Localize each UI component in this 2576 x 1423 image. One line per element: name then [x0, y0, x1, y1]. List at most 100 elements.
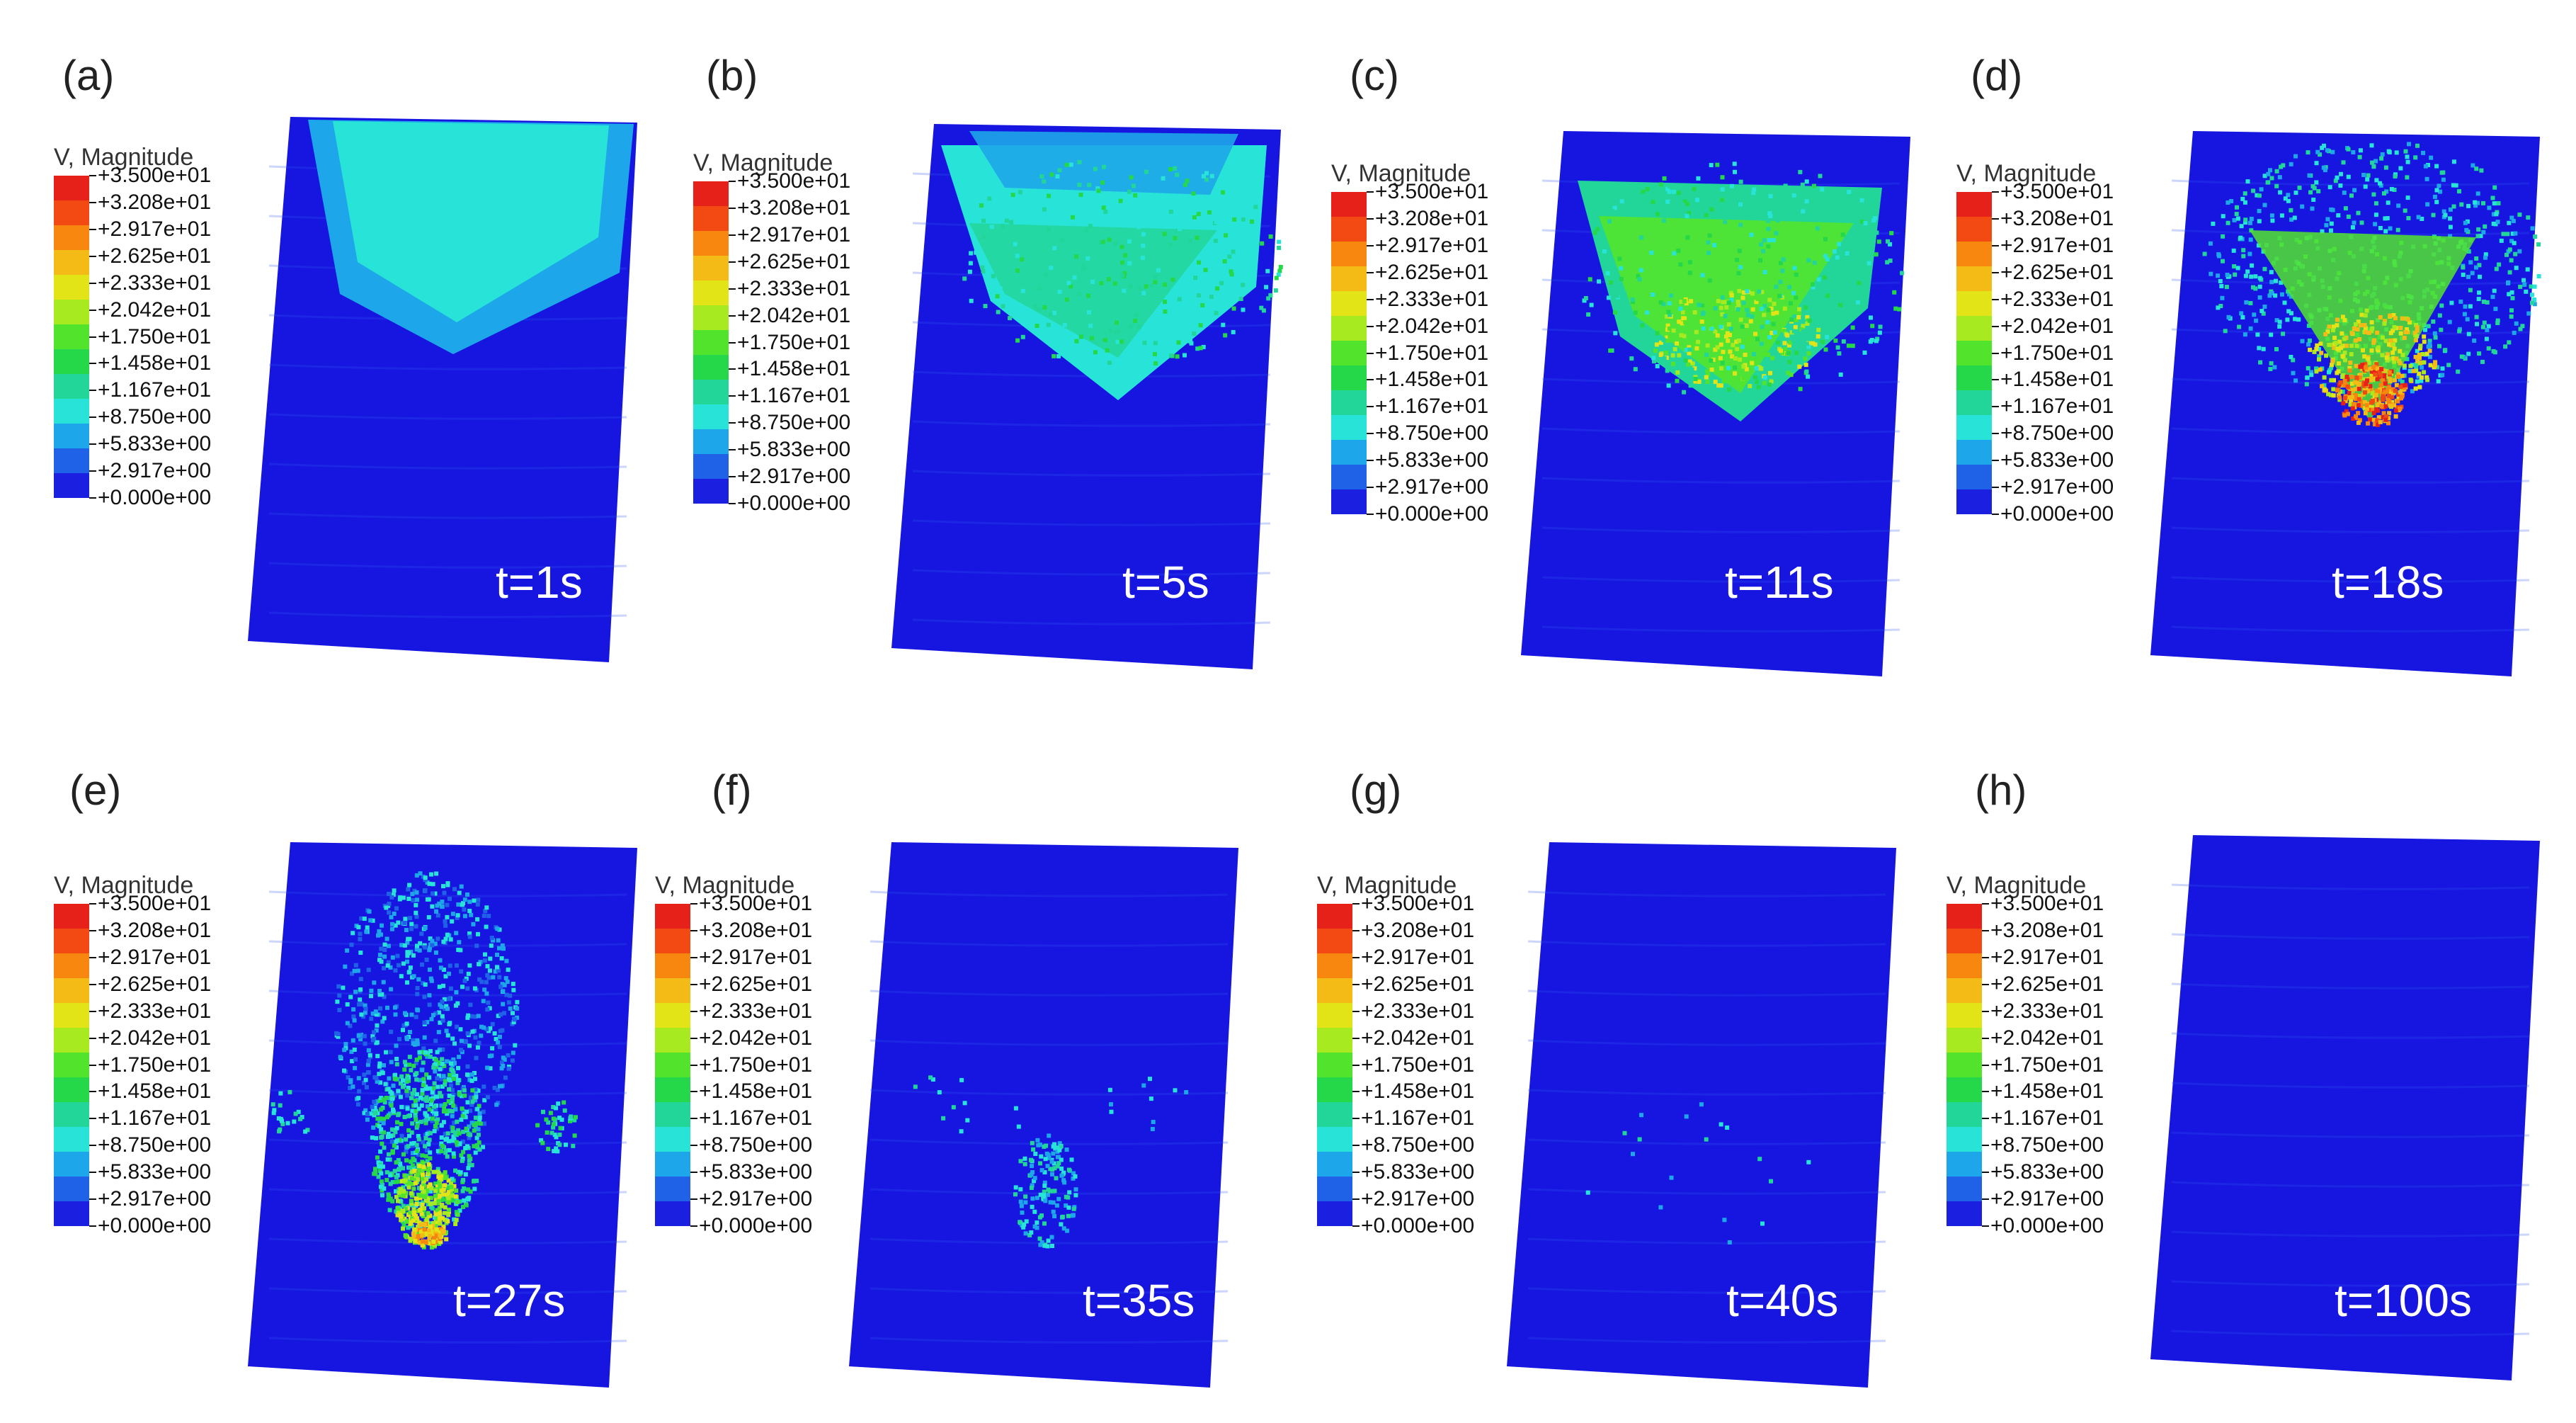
particle: [1762, 351, 1767, 356]
particle: [490, 1046, 495, 1050]
particle: [353, 1057, 358, 1062]
particle: [428, 1213, 433, 1218]
particle: [1015, 338, 1020, 343]
particle: [2256, 243, 2261, 248]
particle: [2383, 229, 2388, 234]
particle: [414, 1109, 418, 1113]
particle: [1716, 326, 1721, 331]
particle: [387, 1152, 391, 1157]
legend-label: +2.917e+01: [2000, 233, 2114, 257]
legend-swatch: [1317, 978, 1352, 1003]
legend-tick: [729, 476, 736, 478]
particle: [422, 1020, 427, 1025]
particle: [411, 1166, 416, 1170]
legend-swatch: [1947, 1053, 1982, 1077]
particle: [2329, 228, 2333, 233]
legend-tick: [690, 1145, 697, 1147]
particle: [394, 1189, 398, 1194]
particle: [2383, 414, 2388, 419]
particle: [2247, 251, 2252, 256]
particle: [382, 965, 387, 970]
particle: [562, 1108, 567, 1113]
particle: [465, 1031, 470, 1036]
particle: [2296, 317, 2301, 322]
particle: [1893, 306, 1898, 311]
particle: [1780, 312, 1785, 317]
particle: [1617, 256, 1622, 261]
particle: [1864, 292, 1869, 296]
particle: [1055, 174, 1060, 179]
legend-tick: [1367, 244, 1374, 246]
legend-swatch: [655, 1177, 690, 1201]
particle: [506, 968, 511, 973]
particle: [2274, 183, 2279, 188]
particle: [375, 1116, 380, 1121]
particle: [564, 1143, 568, 1147]
particle: [1755, 336, 1760, 341]
particle: [2333, 178, 2338, 183]
particle: [546, 1147, 551, 1152]
particle: [1250, 219, 1254, 224]
particle: [389, 1139, 394, 1144]
particle: [1163, 300, 1168, 305]
particle: [406, 1185, 411, 1190]
particle: [555, 1149, 560, 1154]
particle: [421, 981, 426, 986]
particle: [1792, 266, 1797, 271]
particle: [1693, 379, 1698, 384]
particle: [455, 1212, 460, 1217]
particle: [2346, 395, 2351, 399]
particle: [1780, 351, 1784, 356]
particle: [1745, 312, 1750, 317]
particle: [2417, 371, 2422, 376]
particle: [2331, 393, 2336, 398]
particle: [469, 1014, 474, 1019]
particle: [435, 1094, 440, 1099]
particle: [2402, 363, 2407, 368]
particle: [2225, 220, 2230, 225]
particle: [409, 1176, 414, 1181]
particle: [2400, 373, 2405, 378]
legend-title: V, Magnitude: [693, 149, 833, 176]
particle: [1261, 308, 1266, 313]
particle: [379, 1130, 384, 1135]
particle: [2390, 328, 2395, 333]
particle: [379, 946, 384, 951]
particle: [1173, 166, 1178, 171]
particle: [2412, 331, 2417, 336]
legend-tick: [1367, 379, 1374, 381]
particle: [440, 1062, 445, 1066]
particle: [2451, 183, 2456, 188]
particle: [409, 926, 414, 931]
particle: [430, 1118, 435, 1123]
particle: [1687, 375, 1692, 380]
particle: [407, 883, 412, 888]
particle: [2381, 387, 2386, 392]
particle: [1162, 232, 1167, 237]
particle: [2480, 324, 2485, 329]
particle: [440, 999, 445, 1004]
legend-swatch: [1947, 1201, 1982, 1226]
particle: [1820, 339, 1825, 344]
particle: [353, 1065, 358, 1070]
particle: [1274, 276, 1279, 280]
particle: [424, 1118, 428, 1123]
particle: [1035, 1220, 1039, 1225]
particle: [2371, 417, 2376, 422]
particle: [1837, 351, 1842, 356]
legend-tick: [729, 234, 736, 236]
legend-swatch: [54, 300, 89, 324]
particle: [2420, 365, 2424, 370]
particle: [380, 1193, 384, 1198]
particle: [427, 1236, 432, 1241]
particle: [1688, 310, 1693, 315]
particle: [401, 1078, 405, 1083]
particle: [2286, 309, 2291, 314]
particle: [2504, 252, 2509, 257]
particle: [457, 1208, 462, 1213]
particle: [2432, 331, 2437, 336]
particle: [2408, 378, 2413, 382]
particle: [1705, 380, 1710, 385]
particle: [2461, 272, 2466, 277]
particle: [2390, 350, 2395, 355]
